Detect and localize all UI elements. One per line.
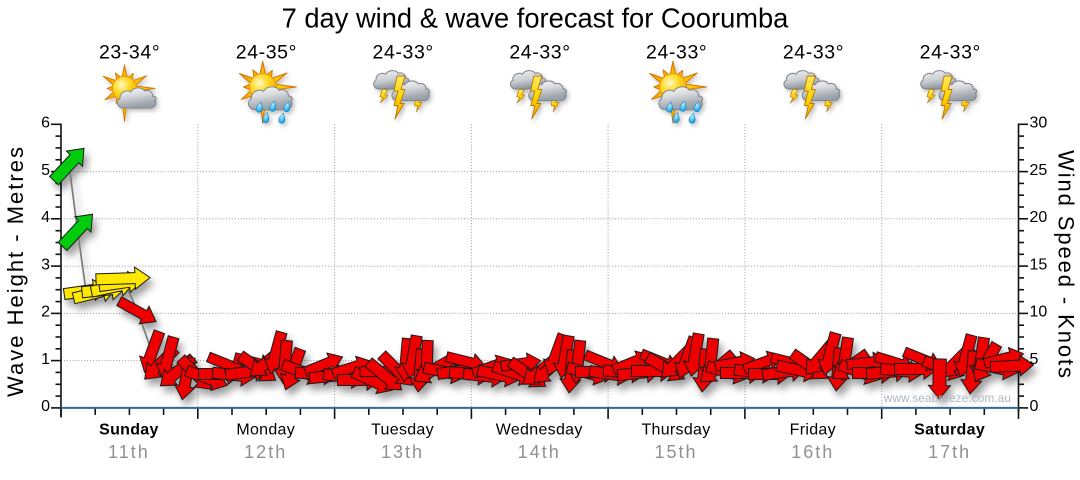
svg-text:Friday: Friday bbox=[790, 422, 836, 439]
svg-text:25: 25 bbox=[1030, 162, 1048, 179]
svg-text:14th: 14th bbox=[518, 442, 561, 462]
svg-text:Thursday: Thursday bbox=[641, 422, 710, 439]
svg-text:24-33°: 24-33° bbox=[920, 41, 981, 63]
svg-text:2: 2 bbox=[41, 304, 50, 321]
svg-text:17th: 17th bbox=[928, 442, 971, 462]
svg-text:5: 5 bbox=[41, 162, 50, 179]
svg-text:7 day wind & wave forecast for: 7 day wind & wave forecast for Coorumba bbox=[282, 3, 790, 34]
svg-text:20: 20 bbox=[1030, 209, 1048, 226]
svg-text:Sunday: Sunday bbox=[99, 422, 159, 439]
svg-text:3: 3 bbox=[41, 256, 50, 273]
svg-text:0: 0 bbox=[1030, 398, 1039, 415]
svg-text:24-35°: 24-35° bbox=[236, 41, 297, 63]
svg-text:24-33°: 24-33° bbox=[373, 41, 434, 63]
svg-text:www.seabreeze.com.au: www.seabreeze.com.au bbox=[883, 391, 1011, 405]
svg-text:Monday: Monday bbox=[236, 422, 295, 439]
svg-text:Saturday: Saturday bbox=[914, 422, 985, 439]
svg-text:6: 6 bbox=[41, 115, 50, 132]
svg-text:15: 15 bbox=[1030, 256, 1048, 273]
svg-text:Tuesday: Tuesday bbox=[371, 422, 434, 439]
svg-text:Wave Height - Metres: Wave Height - Metres bbox=[3, 145, 28, 397]
svg-text:24-33°: 24-33° bbox=[783, 41, 844, 63]
svg-text:30: 30 bbox=[1030, 115, 1048, 132]
svg-text:Wind Speed - Knots: Wind Speed - Knots bbox=[1054, 150, 1079, 380]
svg-text:12th: 12th bbox=[244, 442, 287, 462]
svg-text:24-33°: 24-33° bbox=[646, 41, 707, 63]
svg-text:16th: 16th bbox=[791, 442, 834, 462]
svg-text:Wednesday: Wednesday bbox=[496, 422, 583, 439]
svg-text:5: 5 bbox=[1030, 351, 1039, 368]
svg-text:4: 4 bbox=[41, 209, 50, 226]
svg-text:1: 1 bbox=[41, 351, 50, 368]
svg-text:24-33°: 24-33° bbox=[509, 41, 570, 63]
svg-text:23-34°: 23-34° bbox=[99, 41, 160, 63]
svg-text:15th: 15th bbox=[654, 442, 697, 462]
svg-text:11th: 11th bbox=[108, 442, 150, 462]
svg-text:0: 0 bbox=[41, 398, 50, 415]
svg-text:10: 10 bbox=[1030, 304, 1048, 321]
svg-text:13th: 13th bbox=[381, 442, 424, 462]
